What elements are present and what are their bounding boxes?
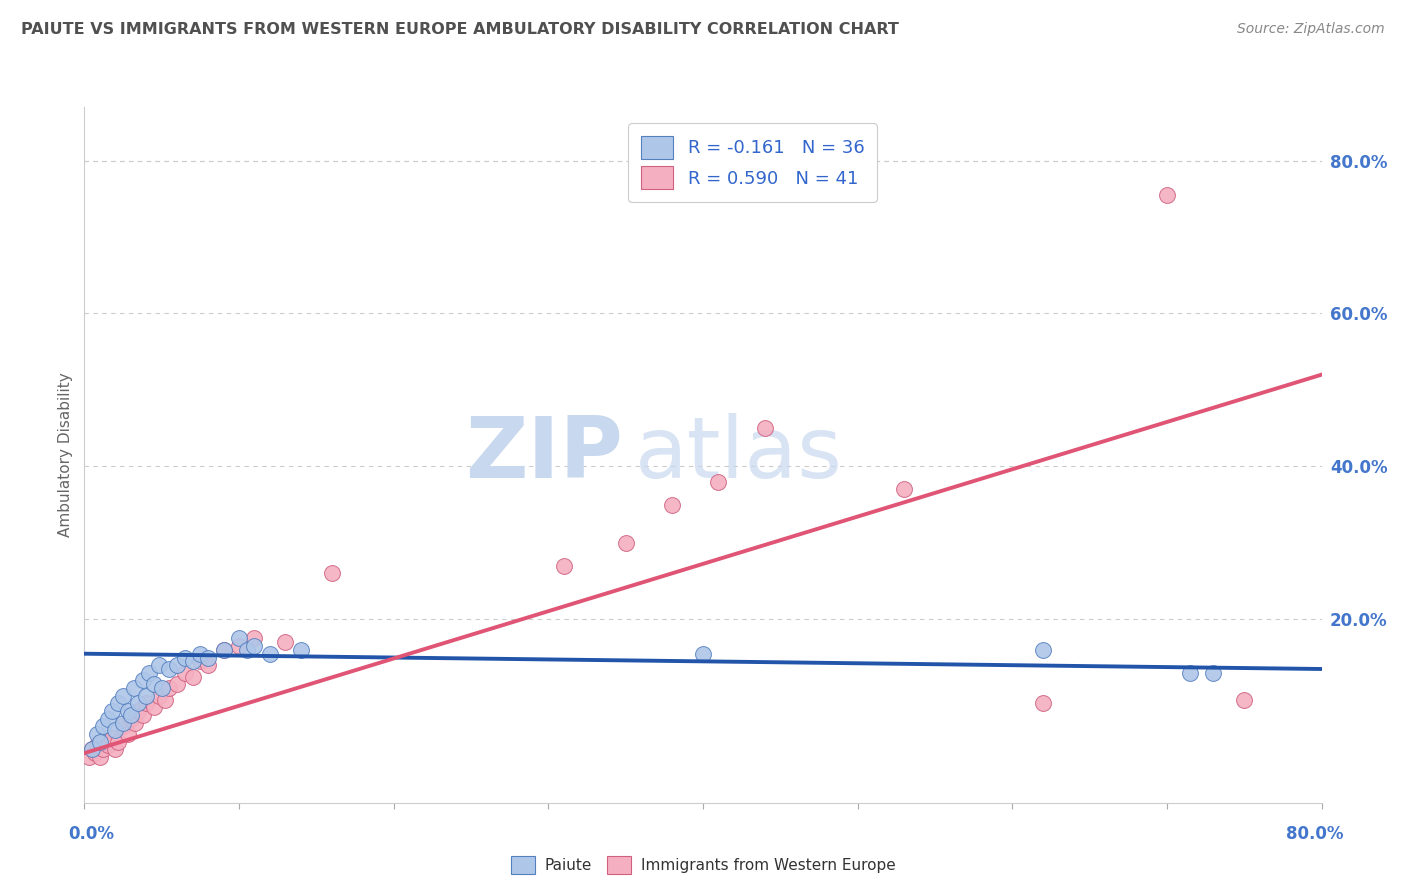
Text: PAIUTE VS IMMIGRANTS FROM WESTERN EUROPE AMBULATORY DISABILITY CORRELATION CHART: PAIUTE VS IMMIGRANTS FROM WESTERN EUROPE… [21, 22, 898, 37]
Point [91, 742, 114, 756]
Point [107, 734, 129, 748]
Text: Source: ZipAtlas.com: Source: ZipAtlas.com [1237, 22, 1385, 37]
Point [89, 734, 111, 748]
Point [1156, 188, 1178, 202]
Point [174, 650, 197, 665]
Point [107, 697, 129, 711]
Point [893, 483, 915, 497]
Point [212, 643, 235, 657]
Text: ZIP: ZIP [465, 413, 623, 497]
Y-axis label: Ambulatory Disability: Ambulatory Disability [58, 373, 73, 537]
Point [97, 739, 120, 753]
Point [159, 662, 181, 676]
Point [135, 689, 157, 703]
Point [228, 639, 250, 653]
Point [132, 673, 155, 688]
Point [1233, 692, 1256, 706]
Point [243, 639, 266, 653]
Point [148, 689, 170, 703]
Legend: R = -0.161   N = 36, R = 0.590   N = 41: R = -0.161 N = 36, R = 0.590 N = 41 [628, 123, 877, 202]
Point [143, 677, 166, 691]
Point [120, 712, 142, 726]
Point [82, 742, 104, 756]
Point [290, 643, 312, 657]
Point [259, 647, 281, 661]
Point [188, 647, 212, 661]
Point [117, 704, 139, 718]
Point [614, 536, 637, 550]
Point [128, 704, 150, 718]
Point [174, 665, 197, 680]
Point [1180, 665, 1202, 680]
Point [138, 665, 160, 680]
Point [124, 715, 146, 730]
Point [91, 719, 114, 733]
Point [148, 658, 170, 673]
Point [150, 681, 173, 695]
Point [97, 712, 120, 726]
Point [101, 704, 124, 718]
Point [692, 647, 714, 661]
Point [120, 707, 142, 722]
Point [86, 739, 108, 753]
Point [117, 727, 139, 741]
Point [274, 635, 297, 649]
Point [754, 421, 776, 435]
Point [166, 677, 188, 691]
Point [77, 750, 100, 764]
Point [1032, 697, 1054, 711]
Point [128, 697, 150, 711]
Point [661, 498, 683, 512]
Point [181, 654, 204, 668]
Point [236, 643, 259, 657]
Text: atlas: atlas [636, 413, 844, 497]
Point [197, 650, 219, 665]
Point [104, 742, 127, 756]
Point [112, 689, 135, 703]
Point [188, 654, 212, 668]
Point [89, 750, 111, 764]
Point [104, 723, 127, 738]
Point [84, 746, 107, 760]
Point [1202, 665, 1225, 680]
Point [93, 734, 115, 748]
Point [122, 681, 145, 695]
Legend: Paiute, Immigrants from Western Europe: Paiute, Immigrants from Western Europe [505, 850, 901, 880]
Point [197, 658, 219, 673]
Point [135, 697, 157, 711]
Point [153, 692, 176, 706]
Text: 80.0%: 80.0% [1286, 825, 1343, 843]
Point [101, 731, 124, 745]
Point [166, 658, 188, 673]
Point [159, 681, 181, 695]
Point [181, 670, 204, 684]
Point [1032, 643, 1054, 657]
Point [143, 700, 166, 714]
Text: 0.0%: 0.0% [69, 825, 114, 843]
Point [82, 742, 104, 756]
Point [321, 566, 343, 581]
Point [553, 558, 575, 573]
Point [86, 727, 108, 741]
Point [112, 715, 135, 730]
Point [112, 719, 135, 733]
Point [243, 632, 266, 646]
Point [212, 643, 235, 657]
Point [228, 632, 250, 646]
Point [132, 707, 155, 722]
Point [707, 475, 730, 489]
